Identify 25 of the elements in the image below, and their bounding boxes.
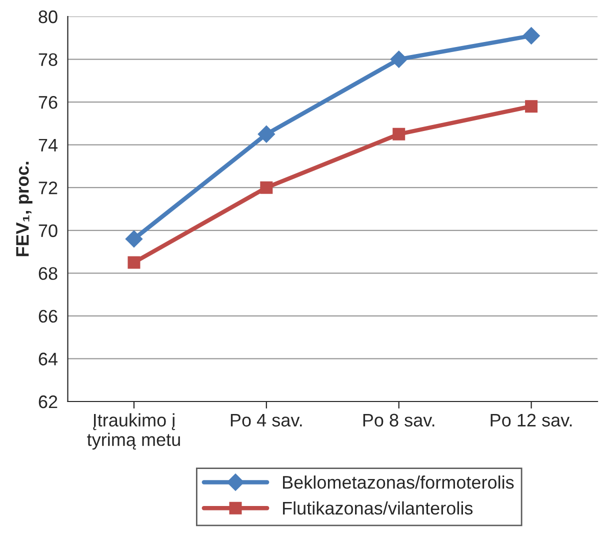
x-tick-label: Po 12 sav. bbox=[490, 414, 572, 427]
y-tick-label: 76 bbox=[38, 96, 58, 109]
point bbox=[392, 128, 406, 140]
legend-label: Beklometazonas/formoterolis bbox=[283, 476, 514, 489]
point bbox=[258, 126, 275, 143]
y-tick-label: 72 bbox=[38, 182, 58, 194]
y-axis-title: FEV₁, proc. bbox=[16, 162, 32, 256]
y-tick-label: 80 bbox=[38, 10, 58, 24]
point bbox=[522, 27, 540, 44]
y-tick-label: 66 bbox=[38, 310, 58, 323]
y-tick-label: 62 bbox=[38, 395, 58, 408]
x-tick-label: Po 4 sav. bbox=[230, 414, 302, 427]
point bbox=[390, 50, 408, 68]
point bbox=[260, 181, 273, 194]
y-tick-label: 70 bbox=[38, 224, 58, 238]
point bbox=[525, 100, 538, 113]
y-tick-label: 74 bbox=[38, 138, 58, 152]
legend-label: Flutikazonas/vilanterolis bbox=[283, 501, 473, 515]
point bbox=[125, 230, 143, 248]
y-tick-label: 78 bbox=[38, 53, 58, 66]
x-tick-label: Įtraukimo į tyrimą metu bbox=[87, 413, 180, 450]
x-tick-label: Po 8 sav. bbox=[363, 414, 434, 427]
y-tick-label: 68 bbox=[38, 267, 58, 280]
y-tick-label: 64 bbox=[38, 352, 58, 366]
point bbox=[128, 256, 140, 269]
